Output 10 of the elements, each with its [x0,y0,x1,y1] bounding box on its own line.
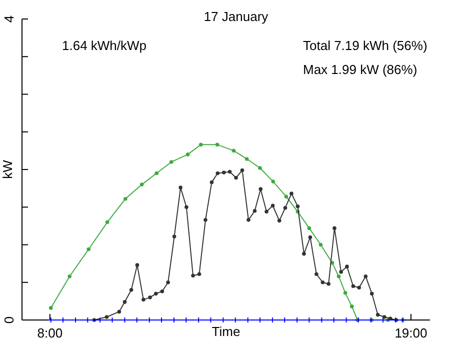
annotation: 1.64 kWh/kWp [62,38,147,53]
y-axis-title: kW [0,159,15,179]
x-tick-label: 8:00 [37,325,63,339]
annotation: Total 7.19 kWh (56%) [303,38,428,53]
x-axis-title: Time [212,324,240,339]
annotation: Max 1.99 kW (86%) [303,62,418,77]
y-tick-label: 0 [1,316,16,324]
chart-title: 17 January [204,9,269,24]
x-tick-label: 19:00 [394,325,428,339]
y-tick-label: 4 [1,15,16,23]
